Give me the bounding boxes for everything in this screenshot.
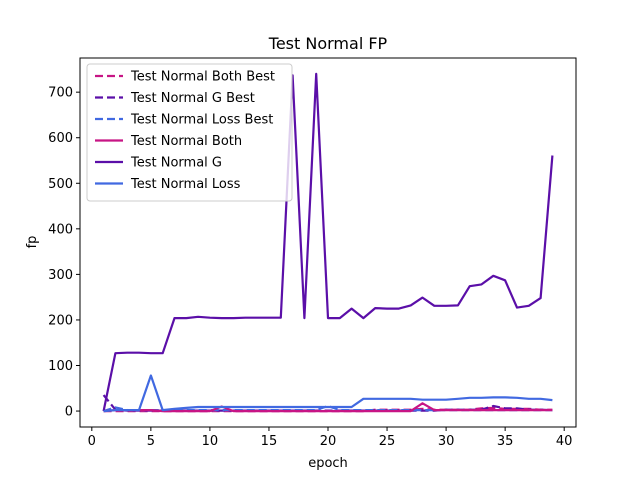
y-tick-label: 500	[48, 177, 73, 192]
series-line-test-normal-g	[102, 72, 554, 412]
y-axis-label: fp	[25, 236, 40, 249]
x-axis: 0 5 10 15 20 25 30 35 40	[88, 427, 573, 449]
x-axis-label: epoch	[308, 456, 348, 471]
x-tick-label: 35	[497, 434, 514, 449]
x-tick-label: 5	[147, 434, 155, 449]
y-tick-label: 700	[48, 86, 73, 101]
x-tick-label: 25	[379, 434, 396, 449]
x-tick-label: 20	[320, 434, 337, 449]
x-tick-label: 0	[88, 434, 96, 449]
legend-box	[86, 63, 293, 202]
series-line-test-normal-loss	[103, 374, 553, 413]
y-tick-label: 400	[48, 222, 73, 237]
x-tick-label: 40	[556, 434, 573, 449]
legend-label: Test Normal Loss	[130, 177, 241, 192]
y-tick-label: 100	[48, 359, 73, 374]
plot-series-group	[102, 72, 554, 413]
legend-label: Test Normal Both	[130, 134, 242, 149]
legend-label: Test Normal G	[130, 156, 222, 171]
x-tick-label: 30	[438, 434, 455, 449]
legend-label: Test Normal G Best	[130, 91, 255, 106]
legend-label: Test Normal Both Best	[130, 70, 275, 85]
y-tick-label: 600	[48, 131, 73, 146]
chart-title: Test Normal FP	[268, 34, 388, 53]
y-tick-label: 200	[48, 313, 73, 328]
x-tick-label: 15	[261, 434, 278, 449]
series-line-test-normal-both	[103, 402, 553, 413]
legend: Test Normal Both Best Test Normal G Best T…	[86, 63, 293, 202]
y-tick-label: 300	[48, 268, 73, 283]
legend-label: Test Normal Loss Best	[130, 113, 273, 128]
y-axis: 0 100 200 300 400 500 600 700	[48, 86, 80, 420]
y-tick-label: 0	[65, 405, 73, 420]
x-tick-label: 10	[202, 434, 219, 449]
